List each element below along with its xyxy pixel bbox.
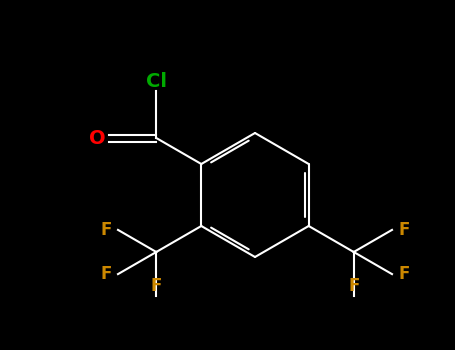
Text: F: F bbox=[100, 265, 111, 283]
Text: O: O bbox=[89, 128, 106, 147]
Text: Cl: Cl bbox=[146, 72, 167, 91]
Text: F: F bbox=[398, 265, 410, 283]
Text: F: F bbox=[348, 277, 359, 295]
Text: F: F bbox=[398, 221, 410, 239]
Text: F: F bbox=[151, 277, 162, 295]
Text: F: F bbox=[100, 221, 111, 239]
